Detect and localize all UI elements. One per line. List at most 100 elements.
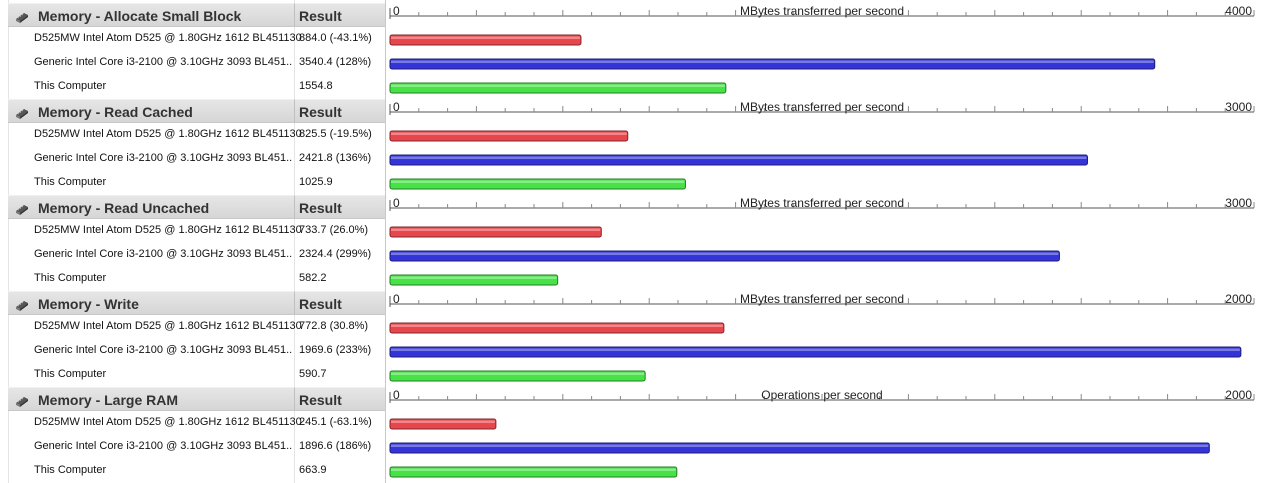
bar: [389, 466, 678, 478]
row-name: D525MW Intel Atom D525 @ 1.80GHz 1612 BL…: [34, 320, 302, 332]
bar: [389, 346, 1242, 358]
tick-label: 4000: [1225, 4, 1252, 18]
bar: [389, 274, 559, 286]
bar: [389, 418, 497, 430]
axis-label: MBytes transferred per second: [740, 100, 904, 114]
row-result: 663.9: [299, 464, 327, 476]
bar: [389, 130, 629, 142]
bar-highlight: [391, 36, 580, 39]
bar-highlight: [391, 372, 645, 375]
row-result: 884.0 (-43.1%): [299, 32, 372, 44]
bar: [389, 34, 582, 46]
row-result: 825.5 (-19.5%): [299, 128, 372, 140]
row-name: D525MW Intel Atom D525 @ 1.80GHz 1612 BL…: [34, 128, 302, 140]
row-name: This Computer: [34, 464, 107, 476]
bar: [389, 82, 727, 94]
row-name: This Computer: [34, 272, 107, 284]
result-column-header[interactable]: Result: [294, 387, 385, 411]
row-name: Generic Intel Core i3-2100 @ 3.10GHz 309…: [34, 152, 293, 164]
row-result: 772.8 (30.8%): [299, 320, 369, 332]
section-title: Memory - Read Cached: [38, 104, 193, 120]
section-header[interactable]: Memory - Write: [8, 291, 294, 315]
section-title: Memory - Write: [38, 296, 139, 312]
bar-highlight: [391, 324, 723, 327]
row-name: This Computer: [34, 368, 107, 380]
section-title: Memory - Large RAM: [38, 392, 179, 408]
bar-highlight: [391, 132, 627, 135]
axis-label: MBytes transferred per second: [740, 292, 904, 306]
benchmark-section: Memory - Read Cached Result D525MW Intel A…: [0, 99, 1280, 195]
section-header[interactable]: Memory - Allocate Small Block: [8, 3, 294, 27]
tick-label: 0: [393, 196, 400, 210]
bar-chart: 0 3000 MBytes transferred per second: [389, 196, 1255, 286]
tick-label: 3000: [1225, 100, 1252, 114]
benchmark-section: Memory - Read Uncached Result D525MW Intel…: [0, 195, 1280, 291]
tick-label: 2000: [1225, 388, 1252, 402]
bar: [389, 322, 725, 334]
result-header-label: Result: [299, 200, 342, 216]
bar-highlight: [391, 420, 495, 423]
row-name: Generic Intel Core i3-2100 @ 3.10GHz 309…: [34, 248, 293, 260]
bar: [389, 370, 646, 382]
bar: [389, 154, 1088, 166]
row-name: This Computer: [34, 176, 107, 188]
row-name: Generic Intel Core i3-2100 @ 3.10GHz 309…: [34, 440, 293, 452]
memory-stick-icon: [15, 394, 29, 407]
result-header-label: Result: [299, 392, 342, 408]
bar-highlight: [391, 60, 1154, 63]
row-result: 582.2: [299, 272, 327, 284]
tick-label: 0: [393, 100, 400, 114]
row-result: 1896.6 (186%): [299, 440, 372, 452]
result-column-header[interactable]: Result: [294, 291, 385, 315]
result-column-header[interactable]: Result: [294, 3, 385, 27]
tick-label: 0: [393, 388, 400, 402]
tick-label: 0: [393, 4, 400, 18]
column-divider: [294, 0, 295, 483]
row-result: 733.7 (26.0%): [299, 224, 369, 236]
row-name: This Computer: [34, 80, 107, 92]
bar-highlight: [391, 180, 685, 183]
result-column-header[interactable]: Result: [294, 99, 385, 123]
bar: [389, 226, 602, 238]
section-header[interactable]: Memory - Read Cached: [8, 99, 294, 123]
memory-stick-icon: [15, 106, 29, 119]
bar: [389, 442, 1210, 454]
section-title: Memory - Allocate Small Block: [38, 8, 242, 24]
result-column-header[interactable]: Result: [294, 195, 385, 219]
axis-label: Operations per second: [761, 388, 882, 402]
row-name: D525MW Intel Atom D525 @ 1.80GHz 1612 BL…: [34, 416, 302, 428]
bar-highlight: [391, 252, 1059, 255]
row-name: D525MW Intel Atom D525 @ 1.80GHz 1612 BL…: [34, 224, 302, 236]
row-result: 2421.8 (136%): [299, 152, 372, 164]
memory-stick-icon: [15, 298, 29, 311]
section-header[interactable]: Memory - Large RAM: [8, 387, 294, 411]
row-result: 245.1 (-63.1%): [299, 416, 372, 428]
benchmark-section: Memory - Write Result D525MW Intel Atom D5…: [0, 291, 1280, 387]
tick-label: 0: [393, 292, 400, 306]
bar-highlight: [391, 228, 601, 231]
result-header-label: Result: [299, 104, 342, 120]
row-result: 1554.8: [299, 80, 333, 92]
bar-highlight: [391, 468, 676, 471]
bar-highlight: [391, 84, 725, 87]
row-name: D525MW Intel Atom D525 @ 1.80GHz 1612 BL…: [34, 32, 302, 44]
row-result: 1969.6 (233%): [299, 344, 372, 356]
tick-label: 2000: [1225, 292, 1252, 306]
benchmark-section: Memory - Allocate Small Block Result D525M…: [0, 3, 1280, 99]
section-header[interactable]: Memory - Read Uncached: [8, 195, 294, 219]
row-result: 590.7: [299, 368, 327, 380]
grid-left-line: [8, 0, 9, 483]
bar: [389, 250, 1060, 262]
row-result: 3540.4 (128%): [299, 56, 372, 68]
bar: [389, 58, 1156, 70]
row-result: 2324.4 (299%): [299, 248, 372, 260]
row-name: Generic Intel Core i3-2100 @ 3.10GHz 309…: [34, 344, 293, 356]
row-name: Generic Intel Core i3-2100 @ 3.10GHz 309…: [34, 56, 293, 68]
result-header-label: Result: [299, 8, 342, 24]
memory-stick-icon: [15, 202, 29, 215]
bar-chart: 0 3000 MBytes transferred per second: [389, 100, 1255, 190]
bar-chart: 0 2000 Operations per second: [389, 388, 1255, 478]
chart-divider: [385, 0, 386, 483]
bar-highlight: [391, 444, 1209, 447]
row-result: 1025.9: [299, 176, 333, 188]
